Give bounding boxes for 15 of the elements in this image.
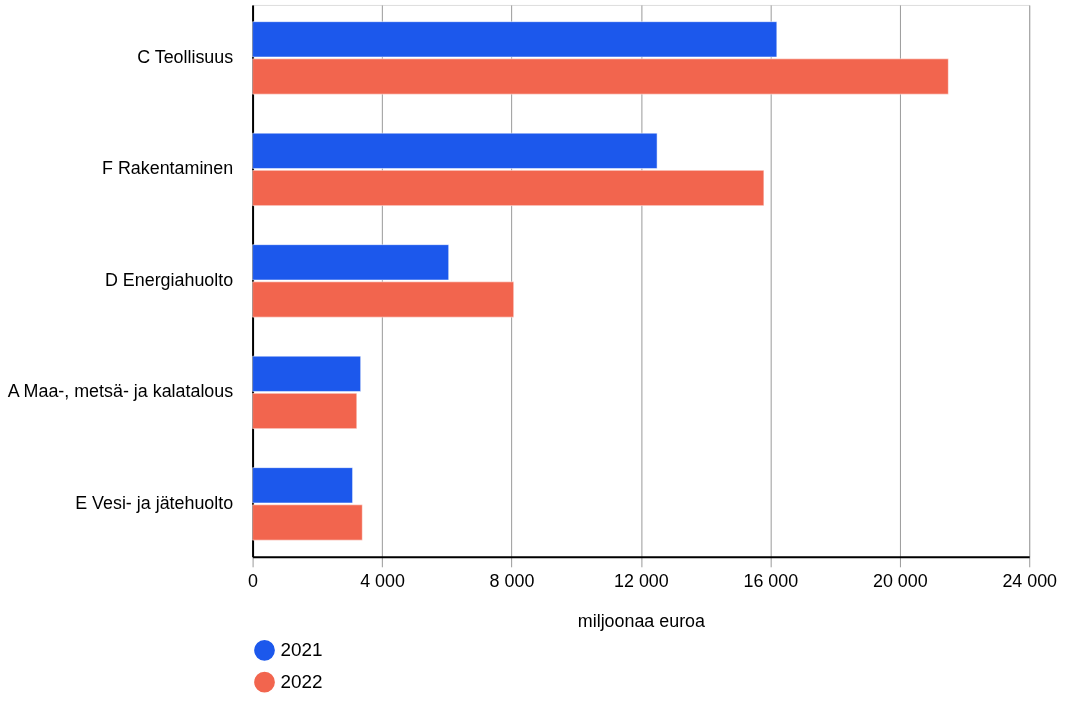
x-tick-label: 16 000: [743, 571, 799, 592]
y-tick-label: F Rakentaminen: [102, 158, 234, 179]
x-tick-label: 20 000: [872, 571, 928, 592]
x-tick-label: 4 000: [360, 571, 405, 592]
x-tick-label: 12 000: [614, 571, 669, 592]
legend-label: 2021: [280, 639, 323, 661]
x-axis-title: miljoonaa euroa: [577, 610, 706, 631]
x-tick-label: 24 000: [1002, 571, 1058, 592]
y-tick-label: E Vesi- ja jätehuolto: [75, 492, 234, 513]
x-tick-label: 8 000: [489, 571, 535, 592]
x-tick-label: 0: [248, 571, 259, 592]
y-tick-label: C Teollisuus: [137, 46, 234, 67]
legend-label: 2022: [280, 671, 323, 693]
y-tick-label: A Maa-, metsä- ja kalatalous: [7, 381, 234, 402]
y-tick-label: D Energiahuolto: [104, 269, 234, 290]
